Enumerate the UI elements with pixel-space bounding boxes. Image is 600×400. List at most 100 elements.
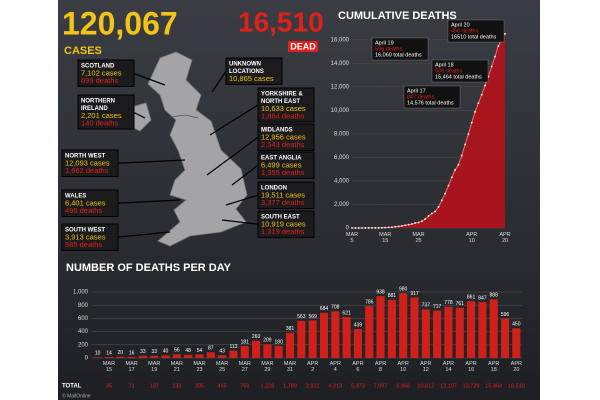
x-tick-label: MAR 15 — [379, 232, 391, 244]
dead-label: DEAD — [290, 41, 316, 51]
region-deaths: 585 deaths — [65, 240, 102, 249]
region-cases: 10,633 cases — [261, 104, 306, 113]
chart-title: NUMBER OF DEATHS PER DAY — [66, 262, 232, 274]
region-name: WALES — [65, 194, 86, 200]
point — [367, 227, 370, 229]
value-label: 260 — [252, 334, 261, 340]
value-label: 980 — [399, 287, 408, 293]
x-tick-label: APR 10 — [398, 361, 409, 373]
point — [407, 223, 410, 226]
bar — [274, 346, 283, 358]
value-label: 381 — [286, 326, 295, 332]
annotation-total: 14,576 total deaths — [407, 100, 454, 106]
bar — [444, 306, 453, 358]
x-tick-label: MAR 15 — [103, 361, 115, 373]
y-tick-label: 200 — [78, 342, 89, 348]
total-value: 12,107 — [440, 383, 457, 389]
value-label: 569 — [308, 314, 317, 320]
x-tick-label: APR 4 — [330, 361, 341, 373]
annotation-box — [431, 59, 489, 83]
bar — [365, 306, 374, 358]
value-label: 786 — [365, 299, 374, 305]
cases-label: CASES — [64, 45, 102, 57]
region-name: UNKNOWN — [229, 62, 261, 68]
x-tick-label: APR 12 — [420, 361, 431, 373]
region-name: EAST ANGLIA — [261, 156, 302, 162]
region-box — [77, 59, 135, 87]
x-tick-label: MAR 25 — [216, 361, 228, 373]
point — [477, 102, 480, 105]
y-tick-label: 4,000 — [334, 179, 350, 185]
total-value: 15,464 — [485, 383, 502, 389]
annotation-deaths: 888 deaths — [435, 68, 462, 74]
x-tick-label: MAR 19 — [148, 361, 160, 373]
region-cases: 6,499 cases — [261, 160, 302, 169]
region-cases: 2,201 cases — [81, 111, 122, 120]
point — [437, 206, 440, 208]
point — [470, 121, 473, 124]
bar — [285, 332, 295, 358]
total-value: 7,097 — [374, 383, 388, 389]
point — [357, 227, 360, 229]
region-cases: 10,865 cases — [229, 74, 274, 83]
x-tick-label: APR 18 — [488, 361, 499, 373]
region-cases: 12,093 cases — [65, 158, 110, 167]
value-label: 621 — [342, 310, 351, 316]
y-tick-label: 0 — [346, 226, 350, 232]
pointer — [221, 219, 259, 225]
total-value: 5,373 — [351, 383, 365, 389]
region-cases: 7,102 cases — [81, 68, 122, 77]
point — [400, 225, 403, 227]
region-cases: 12,956 cases — [261, 132, 306, 141]
value-label: 209 — [263, 338, 272, 344]
region-deaths: 1,319 deaths — [261, 227, 305, 236]
annotation-total: 16,060 total deaths — [375, 52, 422, 58]
point — [494, 55, 496, 58]
pointer — [211, 70, 227, 93]
x-tick-label: MAR 29 — [261, 361, 273, 373]
value-label: 737 — [422, 303, 431, 309]
y-tick-label: 400 — [78, 329, 89, 335]
bar — [489, 299, 498, 358]
point — [371, 227, 373, 229]
pointer — [225, 194, 259, 206]
point — [460, 154, 463, 157]
value-label: 938 — [376, 289, 385, 295]
region-name: NORTH WEST — [65, 154, 106, 160]
x-tick-label: APR 8 — [375, 361, 386, 373]
y-tick-label: 16,000 — [331, 37, 350, 43]
region-box — [61, 189, 119, 217]
value-label: 180 — [275, 339, 284, 345]
x-tick-label: MAR 25 — [412, 232, 424, 244]
annotation-total: 15,464 total deaths — [435, 74, 482, 80]
x-tick-label: MAR 17 — [125, 361, 137, 373]
region-name: SCOTLAND — [81, 64, 115, 70]
bar — [116, 356, 125, 358]
region-name: MIDLANDS — [261, 128, 293, 134]
bar — [195, 354, 204, 358]
annotation-deaths: 596 deaths — [375, 46, 402, 52]
point — [467, 133, 470, 136]
value-label: 33 — [140, 349, 146, 355]
total-value: 465 — [218, 383, 227, 389]
bar — [455, 307, 464, 358]
annotation-box — [403, 85, 461, 109]
pointer — [231, 164, 259, 186]
total-value: 759 — [240, 383, 249, 389]
region-name: YORKSHIRE & — [261, 92, 303, 98]
annotation-date: April 18 — [435, 62, 454, 68]
bar — [387, 299, 396, 358]
value-label: 43 — [219, 348, 225, 354]
value-label: 56 — [174, 348, 180, 354]
bar — [410, 297, 419, 358]
point — [384, 226, 387, 229]
value-label: 708 — [331, 305, 340, 311]
region-deaths: 140 deaths — [81, 118, 118, 127]
total-value: 13,729 — [463, 383, 480, 389]
x-tick-label: MAR 5 — [346, 232, 358, 244]
x-tick-label: APR 20 — [511, 361, 522, 373]
point — [394, 225, 397, 228]
annotation-date: April 19 — [375, 40, 394, 46]
y-tick-label: 1,000 — [73, 290, 89, 296]
